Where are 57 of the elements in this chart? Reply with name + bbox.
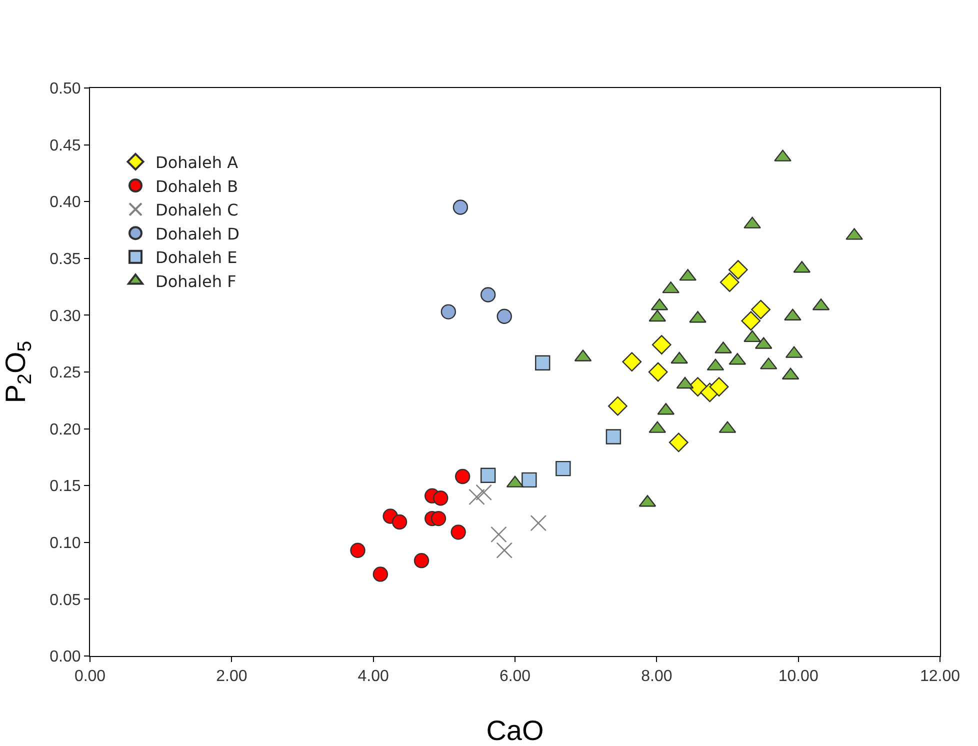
point (522, 472, 537, 488)
y-tick-label: 0.30 (50, 308, 81, 325)
point (414, 552, 430, 568)
point (496, 308, 512, 324)
point (728, 260, 748, 280)
x-tick-label: 10.00 (778, 668, 818, 686)
point (440, 304, 456, 320)
point (372, 566, 388, 582)
x-tick-label: 8.00 (641, 668, 672, 686)
point (430, 510, 446, 526)
point (450, 524, 466, 540)
point (709, 377, 729, 396)
y-tick-label: 0.05 (50, 592, 81, 609)
y-tick-label: 0.50 (50, 80, 81, 98)
point (556, 460, 571, 476)
point (668, 432, 688, 452)
point (433, 490, 448, 506)
point (480, 287, 496, 302)
point (606, 429, 622, 444)
y-tick-label: 0.20 (50, 421, 81, 438)
legend-label: Dohaleh E (156, 248, 238, 268)
y-tick-label: 0.00 (50, 648, 81, 666)
point (490, 526, 507, 543)
legend-label: Dohaleh A (156, 152, 238, 172)
x-tick-label: 6.00 (499, 668, 531, 686)
point (454, 468, 470, 484)
point (468, 488, 485, 506)
y-tick-label: 0.10 (50, 535, 81, 552)
point (622, 352, 642, 372)
point (608, 396, 628, 416)
x-axis-title: CaO (486, 715, 544, 746)
y-tick-label: 0.15 (50, 478, 81, 496)
y-tick-label: 0.25 (50, 364, 81, 382)
y-tick-label: 0.40 (50, 194, 81, 212)
point (496, 542, 513, 558)
x-tick-label: 12.00 (920, 668, 960, 686)
x-tick-label: 0.00 (74, 668, 106, 686)
legend-label: Dohaleh D (156, 224, 240, 244)
x-tick-label: 4.00 (358, 668, 389, 686)
point (720, 272, 740, 292)
point (741, 311, 761, 331)
point (350, 542, 366, 558)
point (476, 484, 492, 501)
point (744, 330, 761, 342)
point (530, 514, 547, 532)
point (652, 335, 672, 354)
y-tick-label: 0.45 (50, 137, 81, 154)
y-tick-label: 0.35 (50, 251, 81, 268)
point (751, 300, 770, 320)
point (392, 514, 408, 530)
point (535, 355, 550, 371)
legend-label: Dohaleh C (156, 200, 238, 220)
x-tick-label: 2.00 (216, 668, 248, 686)
point (648, 362, 668, 382)
point (480, 468, 496, 483)
legend-label: Dohaleh F (156, 272, 236, 291)
legend-label: Dohaleh B (156, 176, 238, 196)
